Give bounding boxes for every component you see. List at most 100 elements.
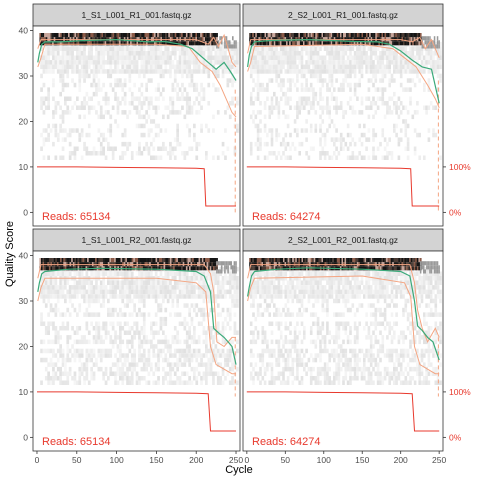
heatmap-cell: [259, 51, 262, 56]
heatmap-cell: [324, 47, 327, 52]
heatmap-cell: [117, 294, 120, 299]
heatmap-cell: [278, 376, 281, 381]
heatmap-cell: [157, 106, 160, 111]
heatmap-cell: [83, 367, 86, 372]
heatmap-cell: [169, 74, 172, 79]
heatmap-cell: [219, 376, 222, 381]
heatmap-cell: [138, 344, 141, 349]
heatmap-cell: [271, 65, 274, 70]
heatmap-cell: [268, 303, 271, 308]
heatmap-cell: [305, 78, 308, 83]
heatmap-cell: [126, 285, 129, 290]
heatmap-cell: [280, 65, 283, 70]
heatmap-cell: [164, 106, 167, 111]
heatmap-cell: [384, 87, 387, 92]
heatmap-cell: [271, 56, 274, 61]
heatmap-cell: [62, 381, 65, 386]
heatmap-cell: [224, 156, 227, 161]
heatmap-cell: [280, 47, 283, 52]
heatmap-cell: [193, 331, 196, 336]
heatmap-cell: [59, 60, 62, 65]
heatmap-cell: [398, 106, 401, 111]
heatmap-cell: [131, 312, 134, 317]
heatmap-cell: [112, 326, 115, 331]
heatmap-cell: [289, 372, 292, 377]
heatmap-cell: [73, 258, 75, 262]
heatmap-cell: [205, 376, 208, 381]
heatmap-cell: [186, 358, 189, 363]
heatmap-cell: [403, 33, 405, 37]
heatmap-cell: [203, 331, 206, 336]
heatmap-cell: [81, 65, 84, 70]
heatmap-cell: [105, 60, 108, 65]
heatmap-cell: [282, 78, 285, 83]
heatmap-cell: [138, 376, 141, 381]
heatmap-cell: [259, 83, 262, 88]
heatmap-cell: [271, 376, 274, 381]
heatmap-cell: [143, 367, 146, 372]
heatmap-cell: [358, 51, 361, 56]
heatmap-cell: [362, 33, 364, 37]
heatmap-cell: [43, 358, 46, 363]
heatmap-cell: [349, 47, 352, 52]
heatmap-cell: [388, 78, 391, 83]
heatmap-cell: [317, 299, 320, 304]
heatmap-cell: [114, 335, 117, 340]
heatmap-cell: [423, 106, 426, 111]
heatmap-cell: [45, 285, 48, 290]
heatmap-cell: [282, 56, 285, 61]
heatmap-cell: [222, 322, 225, 327]
heatmap-cell: [78, 376, 81, 381]
heatmap-cell: [145, 119, 148, 124]
heatmap-cell: [64, 128, 67, 133]
heatmap-cell: [275, 312, 278, 317]
heatmap-cell: [272, 33, 274, 37]
heatmap-cell: [312, 272, 315, 277]
heatmap-cell: [86, 147, 89, 152]
heatmap-cell: [331, 51, 334, 56]
heatmap-cell: [136, 110, 139, 115]
heatmap-cell: [252, 335, 255, 340]
heatmap-cell: [278, 312, 281, 317]
heatmap-cell: [100, 285, 103, 290]
heatmap-cell: [357, 33, 359, 37]
heatmap-cell: [278, 110, 281, 115]
heatmap-cell: [397, 33, 399, 37]
heatmap-cell: [280, 312, 283, 317]
heatmap-cell: [416, 101, 419, 106]
heatmap-cell: [409, 47, 412, 52]
heatmap-cell: [298, 41, 300, 45]
heatmap-cell: [81, 281, 84, 286]
heatmap-cell: [250, 151, 253, 156]
heatmap-cell: [349, 65, 352, 70]
heatmap-cell: [229, 353, 232, 358]
heatmap-cell: [437, 40, 439, 44]
heatmap-cell: [119, 349, 122, 354]
heatmap-cell: [203, 308, 206, 313]
heatmap-cell: [222, 47, 225, 52]
heatmap-cell: [415, 41, 417, 45]
heatmap-cell: [437, 60, 440, 65]
heatmap-cell: [322, 56, 325, 61]
heatmap-cell: [50, 69, 53, 74]
heatmap-cell: [315, 312, 318, 317]
heatmap-cell: [236, 367, 239, 372]
heatmap-cell: [303, 331, 306, 336]
heatmap-cell: [252, 376, 255, 381]
heatmap-cell: [227, 78, 230, 83]
heatmap-cell: [275, 33, 277, 37]
heatmap-cell: [114, 285, 117, 290]
heatmap-cell: [210, 33, 212, 37]
heatmap-cell: [160, 128, 163, 133]
heatmap-cell: [141, 133, 144, 138]
heatmap-cell: [43, 294, 46, 299]
heatmap-cell: [428, 60, 431, 65]
heatmap-cell: [184, 258, 186, 262]
heatmap-cell: [168, 258, 170, 262]
heatmap-cell: [236, 381, 239, 386]
heatmap-cell: [322, 65, 325, 70]
heatmap-cell: [222, 56, 225, 61]
heatmap-cell: [150, 290, 153, 295]
heatmap-cell: [317, 65, 320, 70]
heatmap-cell: [400, 101, 403, 106]
